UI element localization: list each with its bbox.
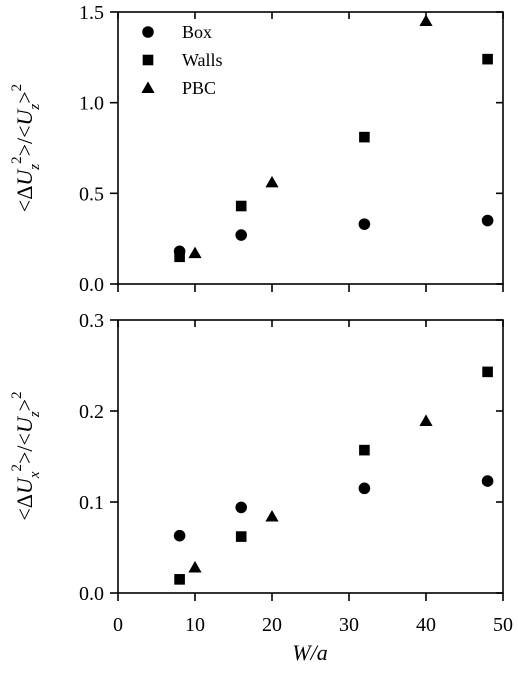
bottom-y-axis-title: <ΔUx2>/<Uz>2 xyxy=(9,391,43,520)
y-tick-label: 0.2 xyxy=(79,401,104,423)
top-y-axis-title: <ΔUz2>/<Uz>2 xyxy=(9,84,43,212)
point-pbc xyxy=(188,246,202,259)
y-tick-label: 0.0 xyxy=(79,274,104,296)
point-pbc xyxy=(188,560,202,573)
point-box xyxy=(173,529,186,542)
y-tick-label: 0.1 xyxy=(79,492,104,514)
bottom-plot-frame xyxy=(117,319,504,594)
point-walls xyxy=(482,53,493,65)
point-walls xyxy=(359,131,370,143)
top-panel: 0.0 0.5 1.0 1.5 Box Walls PBC <ΔUz2>/<Uz>2 xyxy=(9,2,504,296)
bottom-x-axis: 0 10 20 30 40 50 xyxy=(113,320,513,636)
bottom-y-axis: 0.0 0.1 0.2 0.3 xyxy=(79,310,503,605)
point-pbc xyxy=(265,509,279,522)
legend-label-walls: Walls xyxy=(182,50,223,70)
legend-marker-pbc xyxy=(141,81,155,93)
top-data-points xyxy=(173,14,494,263)
y-tick-label: 0.5 xyxy=(79,183,104,205)
point-box xyxy=(358,218,371,230)
point-walls xyxy=(235,200,247,212)
x-tick-label: 40 xyxy=(416,614,436,636)
point-pbc xyxy=(265,175,279,188)
point-pbc xyxy=(419,14,433,27)
x-axis-title: W/a xyxy=(292,640,327,665)
point-box xyxy=(235,501,247,514)
top-plot-frame xyxy=(117,11,504,285)
x-tick-label: 10 xyxy=(185,614,205,636)
x-tick-label: 50 xyxy=(493,614,513,636)
point-box xyxy=(481,475,494,487)
y-tick-label: 1.5 xyxy=(79,2,104,24)
legend-label-box: Box xyxy=(182,22,212,42)
point-walls xyxy=(359,444,370,456)
legend-label-pbc: PBC xyxy=(182,78,216,98)
bottom-panel: 0.0 0.1 0.2 0.3 0 10 20 30 40 50 <ΔUx2>/<Uz>2 W/… xyxy=(9,310,513,665)
legend-marker-walls xyxy=(142,54,154,66)
bottom-data-points xyxy=(173,366,494,585)
top-y-axis: 0.0 0.5 1.0 1.5 xyxy=(79,2,503,296)
legend-marker-box xyxy=(142,26,154,38)
point-walls xyxy=(482,366,493,378)
x-tick-label: 0 xyxy=(113,614,123,636)
y-tick-label: 0.0 xyxy=(79,583,104,605)
x-tick-label: 20 xyxy=(262,614,282,636)
point-box xyxy=(481,214,494,227)
legend: Box Walls PBC xyxy=(141,22,223,98)
y-tick-label: 1.0 xyxy=(79,93,104,115)
point-walls xyxy=(174,251,185,263)
point-walls xyxy=(174,574,185,585)
x-tick-label: 30 xyxy=(339,614,359,636)
point-pbc xyxy=(419,414,433,426)
point-walls xyxy=(235,531,247,542)
point-box xyxy=(235,229,247,241)
y-tick-label: 0.3 xyxy=(79,310,104,332)
point-box xyxy=(358,482,371,495)
